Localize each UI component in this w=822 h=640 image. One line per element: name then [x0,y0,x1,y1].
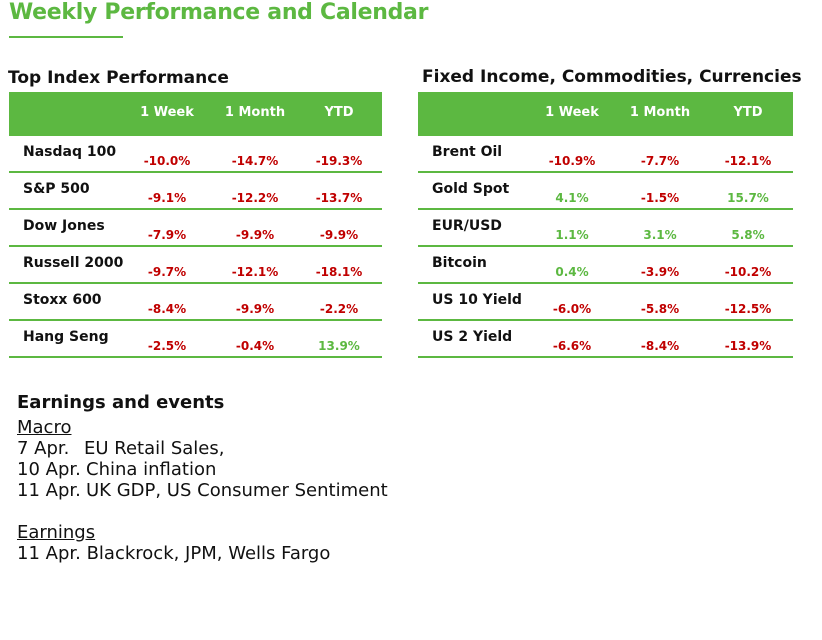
row-label: Gold Spot [432,181,510,197]
value-1-month: -9.9% [235,228,275,242]
column-header-ytd: YTD [324,105,354,120]
title-underline [9,36,123,38]
value-ytd: -12.1% [724,154,772,168]
event-text: China inflation [86,459,217,480]
table-row: Hang Seng -2.5% -0.4% 13.9% [9,321,382,358]
event-date: 11 Apr. [17,480,81,501]
event-date: 11 Apr. [17,543,81,564]
value-1-week: 1.1% [555,228,589,242]
table-row: US 10 Yield -6.0% -5.8% -12.5% [418,284,793,321]
value-ytd: -10.2% [724,265,772,279]
right-table-heading: Fixed Income, Commodities, Currencies [422,67,802,87]
macro-label: Macro [17,417,72,438]
table-header: 1 Week 1 Month YTD [418,92,793,136]
table-row: Brent Oil -10.9% -7.7% -12.1% [418,136,793,173]
table-row: Gold Spot 4.1% -1.5% 15.7% [418,173,793,210]
event-text: EU Retail Sales, [84,438,225,459]
column-header-1-week: 1 Week [140,105,194,120]
row-label: Dow Jones [23,218,105,234]
value-ytd: -13.9% [724,339,772,353]
row-label: Nasdaq 100 [23,144,117,160]
value-1-week: 0.4% [555,265,589,279]
value-1-month: -7.7% [640,154,680,168]
column-header-1-month: 1 Month [629,105,691,120]
row-label: US 10 Yield [432,292,522,308]
column-header-ytd: YTD [733,105,763,120]
value-ytd: -18.1% [315,265,363,279]
earnings-label: Earnings [17,522,96,543]
value-ytd: -12.5% [724,302,772,316]
page-title: Weekly Performance and Calendar [9,0,429,25]
value-1-week: -10.9% [548,154,596,168]
value-1-week: -2.5% [147,339,187,353]
event-text: Blackrock, JPM, Wells Fargo [86,543,331,564]
row-label: S&P 500 [23,181,90,197]
value-1-week: -6.0% [552,302,592,316]
value-ytd: 13.9% [318,339,360,353]
fixed-income-table: 1 Week 1 Month YTD Brent Oil -10.9% -7.7% -… [418,92,793,358]
value-1-week: -10.0% [143,154,191,168]
table-row: US 2 Yield -6.6% -8.4% -13.9% [418,321,793,358]
table-row: Dow Jones -7.9% -9.9% -9.9% [9,210,382,247]
event-date: 7 Apr. [17,438,70,459]
value-1-week: 4.1% [555,191,589,205]
value-1-month: -1.5% [640,191,680,205]
table-row: Bitcoin 0.4% -3.9% -10.2% [418,247,793,284]
events-heading: Earnings and events [17,392,225,413]
value-1-month: -0.4% [235,339,275,353]
value-1-month: 3.1% [643,228,677,242]
macro-event: 7 Apr. EU Retail Sales, [17,438,388,459]
value-1-month: -12.2% [231,191,279,205]
table-row: Nasdaq 100 -10.0% -14.7% -19.3% [9,136,382,173]
earnings-event: 11 Apr. Blackrock, JPM, Wells Fargo [17,543,388,564]
row-label: EUR/USD [432,218,502,234]
macro-event: 10 Apr. China inflation [17,459,388,480]
row-label: Stoxx 600 [23,292,102,308]
row-label: Bitcoin [432,255,487,271]
value-1-month: -3.9% [640,265,680,279]
event-date: 10 Apr. [17,459,81,480]
value-1-month: -8.4% [640,339,680,353]
table-header: 1 Week 1 Month YTD [9,92,382,136]
value-ytd: -2.2% [319,302,359,316]
value-1-month: -14.7% [231,154,279,168]
earnings-and-events: Earnings and events Macro 7 Apr. EU Retai… [17,392,388,564]
value-1-week: -6.6% [552,339,592,353]
table-row: EUR/USD 1.1% 3.1% 5.8% [418,210,793,247]
value-1-month: -9.9% [235,302,275,316]
row-label: Brent Oil [432,144,503,160]
left-table-heading: Top Index Performance [8,68,229,88]
event-text: UK GDP, US Consumer Sentiment [86,480,388,501]
value-1-month: -12.1% [231,265,279,279]
value-ytd: -9.9% [319,228,359,242]
value-1-month: -5.8% [640,302,680,316]
value-1-week: -8.4% [147,302,187,316]
value-ytd: -13.7% [315,191,363,205]
value-ytd: 5.8% [731,228,765,242]
value-ytd: -19.3% [315,154,363,168]
value-ytd: 15.7% [727,191,769,205]
row-label: Russell 2000 [23,255,124,271]
table-row: Stoxx 600 -8.4% -9.9% -2.2% [9,284,382,321]
value-1-week: -9.1% [147,191,187,205]
column-header-1-week: 1 Week [545,105,599,120]
table-row: S&P 500 -9.1% -12.2% -13.7% [9,173,382,210]
value-1-week: -7.9% [147,228,187,242]
row-label: US 2 Yield [432,329,513,345]
row-label: Hang Seng [23,329,109,345]
index-performance-table: 1 Week 1 Month YTD Nasdaq 100 -10.0% -14.7… [9,92,382,358]
column-header-1-month: 1 Month [224,105,286,120]
macro-event: 11 Apr. UK GDP, US Consumer Sentiment [17,480,388,501]
table-row: Russell 2000 -9.7% -12.1% -18.1% [9,247,382,284]
value-1-week: -9.7% [147,265,187,279]
